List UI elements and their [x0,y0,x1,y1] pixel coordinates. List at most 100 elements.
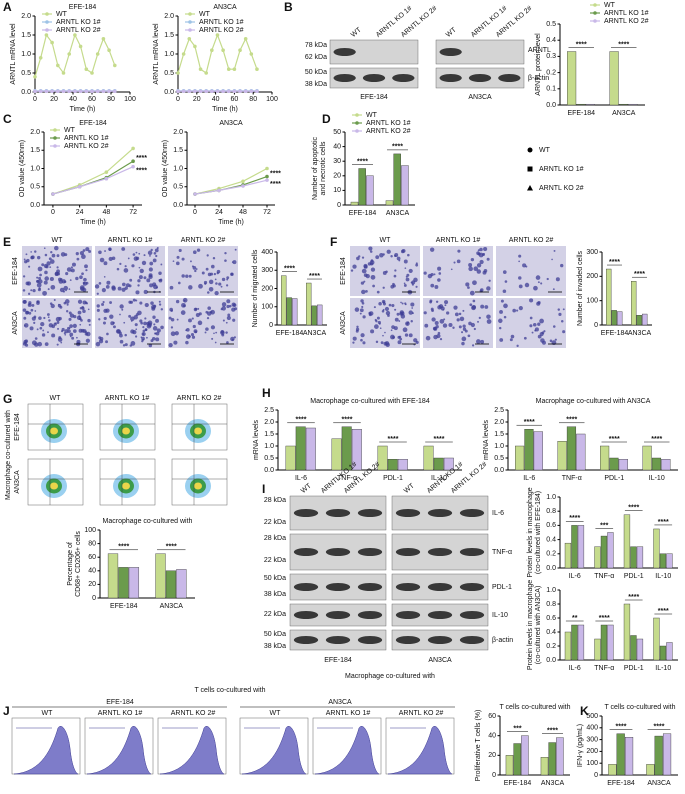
y-tick-label: 0.5 [30,184,40,191]
stained-cell [62,290,66,293]
stained-cell [105,285,110,289]
x-tick-label: 0 [176,96,180,103]
stained-cell [69,332,74,337]
y-axis-label: OD value (450nm) [162,140,169,197]
y-tick-label: 1.0 [494,443,504,450]
stained-cell [68,317,72,321]
data-point [232,67,237,71]
data-point [221,48,225,52]
y-axis-label: Protein levels in macrophage [527,580,534,670]
data-point [77,184,82,189]
bar [661,459,671,471]
stained-cell [121,282,126,287]
stained-cell [204,331,207,334]
histogram [13,726,79,775]
bar [564,631,572,661]
cell-label: EFE-184 [324,657,352,664]
bar [618,459,628,471]
legend-label: ARNTL KO 2# [604,18,649,25]
x-axis-label: Time (h) [218,219,244,226]
y-tick-label: 0.0 [546,565,556,572]
y-axis-label: Protein levels in macrophage [527,487,534,577]
stained-cell [537,322,541,326]
y-tick-label: 1.5 [30,147,40,154]
x-tick-label: 72 [263,209,271,216]
stained-cell [140,321,143,325]
stained-cell [226,304,230,309]
significance: **** [609,436,620,443]
series-line [34,33,116,77]
y-tick-label: 200 [586,748,598,755]
stained-cell [388,303,392,307]
stained-cell [88,249,92,253]
stained-cell [398,259,401,262]
stained-cell [115,329,121,334]
stained-cell [63,285,69,291]
blot-band [333,48,356,56]
blot-band [357,583,383,591]
bar [128,567,140,599]
stained-cell [133,315,138,320]
legend-label: WT [64,127,76,134]
stained-cell [152,315,156,319]
stained-cell [370,274,376,280]
stained-cell [473,266,479,272]
x-tick-label: 20 [50,96,58,103]
stained-cell [101,302,105,306]
data-point [181,52,186,56]
legend-marker [45,28,49,32]
stained-cell [476,251,480,256]
bar [630,635,637,661]
y-tick-label: 400 [261,249,273,256]
y-tick-label: 2.5 [494,407,504,414]
stained-cell [117,286,122,291]
stained-cell [150,248,153,252]
y-axis-label: Proliferative T cells (%) [475,710,482,782]
stained-cell [524,282,530,288]
legend-marker [45,20,49,24]
stained-cell [435,324,439,329]
stained-cell [158,300,161,303]
data-point [38,89,43,94]
stained-cell [540,338,545,343]
stained-cell [469,290,475,296]
stained-cell [390,329,393,332]
stained-cell [23,300,27,304]
stained-cell [555,277,560,282]
protein-label: TNF-α [492,549,512,556]
stained-cell [81,272,84,276]
cell-label: AN3CA [468,94,492,101]
stained-cell [109,301,112,304]
stained-cell [479,259,484,265]
stained-cell [71,268,75,273]
stained-cell [46,313,50,316]
stained-cell [147,250,153,256]
y-tick-label: 0 [594,322,598,329]
stained-cell [384,331,386,334]
blot-band [427,636,453,644]
stained-cell [160,325,164,330]
blot-band [357,611,383,619]
significance: **** [654,724,665,731]
cell-label: EFE-184 [360,94,388,101]
chart-title: Macrophage co-cultured with EFE-184 [310,398,430,405]
stained-cell [379,327,382,330]
x-tick-label: EFE-184 [607,780,635,787]
stained-cell [146,336,148,339]
x-tick-label: 0 [51,209,55,216]
stained-cell [37,341,43,347]
stained-cell [146,278,151,283]
stained-cell [210,264,215,269]
mw-marker: 28 kDa [264,535,286,542]
bar [608,764,617,776]
significance: **** [609,259,620,266]
stained-cell [415,263,419,267]
y-tick-label: 0.1 [546,86,556,93]
x-tick-label: AN3CA [628,330,652,337]
stained-cell [170,331,176,337]
bar [600,445,610,471]
stained-cell [226,299,231,304]
bar [606,268,612,326]
stained-cell [137,284,140,287]
data-point [33,75,37,79]
